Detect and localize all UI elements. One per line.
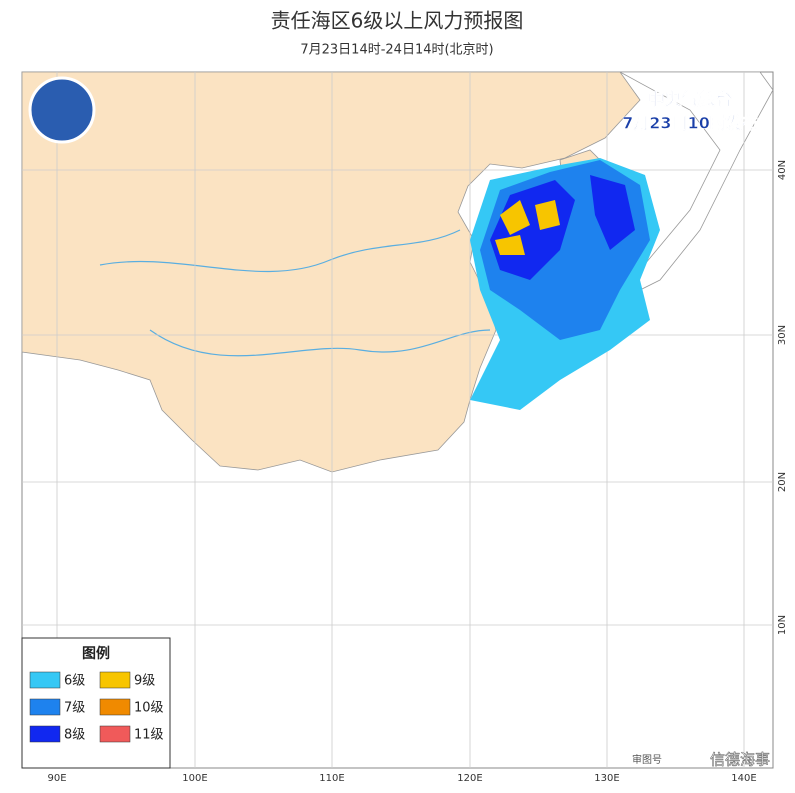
lon-label: 90E [47,773,66,784]
legend-label: 10级 [134,701,164,716]
subtitle: 7月23日14时-24日14时(北京时) [300,43,493,58]
issuer-name: 中央气象台 [648,89,733,110]
issuer-time: 7月23日10时发布 [622,114,758,133]
legend-swatch [29,698,61,716]
legend-swatch [99,698,131,716]
lon-label: 140E [731,773,756,784]
lat-label: 10N [777,615,788,635]
wind-areas [470,158,660,410]
legend-label: 8级 [64,728,85,743]
lat-label: 30N [777,325,788,345]
rivers [99,229,491,357]
legend-title: 图例 [82,645,110,662]
lat-label: 20N [777,472,788,492]
lon-label: 110E [319,773,344,784]
logo [28,76,96,144]
legend-swatch [29,671,61,689]
lon-label: 120E [457,773,482,784]
legend-label: 6级 [64,674,85,689]
legend-swatch [99,725,131,743]
legend-label: 7级 [64,701,85,716]
lon-label: 100E [182,773,207,784]
watermark: 信德海事 [710,751,770,769]
legend-swatch [29,725,61,743]
legend: 图例 6级 9级 7级 10级 8级 11级 [21,637,171,769]
map-note: 审图号 [632,753,662,766]
title: 责任海区6级以上风力预报图 [271,9,524,33]
legend-label: 9级 [134,674,155,689]
legend-swatch [99,671,131,689]
lat-label: 40N [777,160,788,180]
legend-label: 11级 [134,728,164,743]
axis-labels: 90E 100E 110E 120E 130E 140E 40N 30N 20N 10N [47,160,788,784]
lon-label: 130E [594,773,619,784]
